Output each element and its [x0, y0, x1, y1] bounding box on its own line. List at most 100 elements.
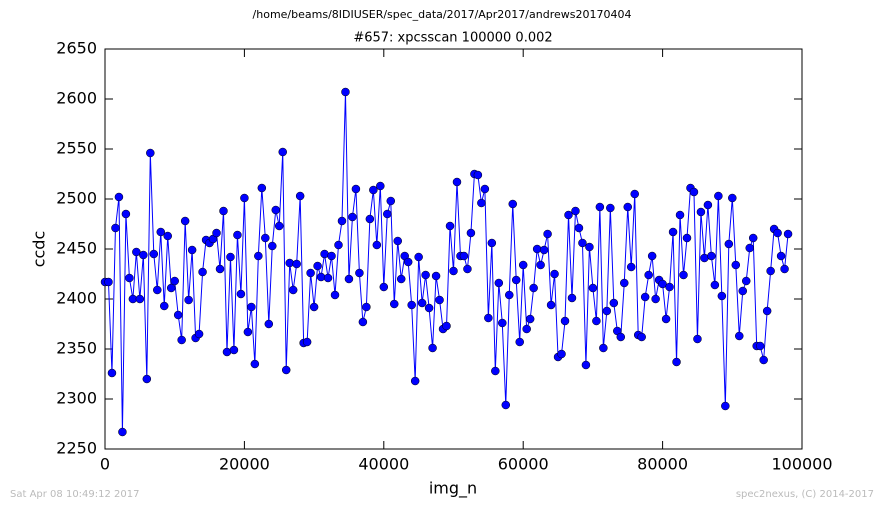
data-point: [316, 272, 326, 282]
data-point: [142, 374, 152, 384]
data-point: [330, 290, 340, 300]
data-point: [675, 210, 685, 220]
data-point: [355, 268, 364, 278]
data-point: [557, 349, 566, 359]
data-point: [114, 192, 124, 202]
data-point: [121, 209, 131, 219]
data-point: [125, 273, 134, 283]
data-point: [487, 238, 497, 248]
y-tick-label: 2550: [56, 139, 97, 158]
data-point: [135, 294, 145, 304]
data-point: [592, 316, 601, 326]
data-point: [445, 221, 455, 231]
data-point: [393, 236, 402, 246]
data-point: [606, 203, 615, 213]
data-point: [689, 187, 699, 197]
data-point: [588, 283, 598, 293]
data-point: [609, 298, 619, 308]
data-point: [386, 196, 396, 206]
data-point: [511, 275, 521, 285]
y-tick-label: 2600: [56, 89, 97, 108]
data-point: [233, 230, 242, 240]
data-point: [365, 214, 375, 224]
data-point: [459, 251, 469, 261]
data-point: [177, 335, 186, 345]
footer-right: spec2nexus, (C) 2014-2017: [736, 489, 874, 500]
data-point: [139, 250, 148, 260]
data-point: [518, 260, 528, 270]
footer-left: Sat Apr 08 10:49:12 2017: [10, 489, 140, 500]
data-point: [731, 260, 741, 270]
x-tick-label: 0: [100, 455, 110, 474]
data-point: [257, 183, 267, 193]
data-point: [626, 262, 636, 272]
y-tick-label: 2350: [56, 339, 97, 358]
data-point: [264, 319, 274, 329]
data-point: [431, 271, 441, 281]
data-point: [410, 376, 420, 386]
data-point: [480, 184, 490, 194]
data-point: [620, 278, 629, 288]
data-point: [759, 355, 768, 365]
data-point: [327, 251, 336, 261]
data-point: [306, 268, 315, 278]
data-point: [236, 289, 246, 299]
data-point: [623, 202, 632, 212]
data-point: [268, 241, 277, 251]
x-tick-label: 60000: [498, 455, 549, 474]
data-point: [226, 252, 235, 262]
data-point: [668, 227, 678, 237]
data-point: [281, 365, 291, 375]
data-point: [111, 223, 120, 233]
data-point: [773, 228, 782, 238]
data-point: [543, 229, 552, 239]
data-point: [473, 170, 483, 180]
data-point: [173, 310, 183, 320]
data-point: [599, 343, 608, 353]
data-point: [532, 244, 542, 254]
data-point: [278, 147, 287, 157]
data-point: [334, 240, 343, 250]
data-point: [104, 277, 113, 287]
data-point: [417, 298, 427, 308]
data-point: [550, 269, 559, 279]
data-point: [153, 285, 162, 295]
data-point: [313, 261, 322, 271]
data-point: [254, 251, 263, 261]
data-point: [337, 216, 347, 226]
suptitle: /home/beams/8IDIUSER/spec_data/2017/Apr2…: [253, 8, 632, 21]
data-point: [717, 291, 727, 301]
data-point: [560, 316, 570, 326]
y-tick-label: 2300: [56, 389, 97, 408]
data-point: [184, 295, 193, 305]
data-point: [508, 199, 517, 209]
data-point: [741, 276, 751, 286]
data-point: [247, 302, 256, 312]
data-point: [118, 427, 127, 437]
data-point: [463, 264, 472, 274]
data-point: [515, 337, 524, 347]
data-point: [376, 181, 385, 191]
data-point: [107, 368, 117, 378]
data-point: [679, 270, 688, 280]
data-point: [240, 193, 249, 203]
y-tick-label: 2250: [56, 439, 97, 458]
data-point: [344, 274, 354, 284]
data-point: [428, 343, 437, 353]
data-point: [452, 177, 462, 187]
data-point: [491, 366, 500, 376]
data-point: [693, 334, 702, 344]
data-point: [710, 280, 720, 290]
data-point: [564, 210, 573, 220]
data-point: [323, 273, 333, 283]
data-point: [498, 318, 507, 328]
data-point: [728, 193, 737, 203]
data-point: [783, 229, 793, 239]
plot-frame: [104, 48, 803, 450]
data-point: [682, 233, 692, 243]
data-point: [396, 274, 406, 284]
data-point: [640, 292, 650, 302]
data-point: [362, 302, 371, 312]
data-point: [755, 341, 765, 351]
data-point: [424, 303, 434, 313]
